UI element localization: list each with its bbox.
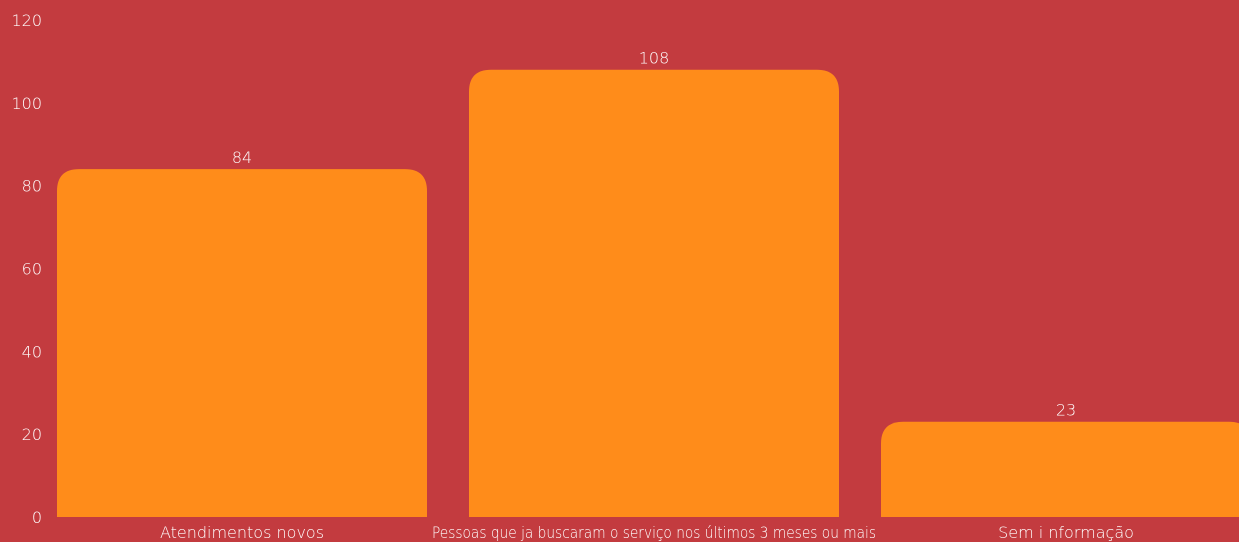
bar (881, 421, 1239, 517)
x-axis: Atendimentos novos Pessoas que ja buscara… (160, 523, 1134, 542)
x-category-label: Sem i nformação (998, 523, 1134, 542)
x-category-label: Atendimentos novos (160, 523, 324, 542)
y-tick-label: 80 (22, 177, 42, 196)
y-tick-label: 20 (22, 425, 42, 444)
y-tick-label: 60 (22, 260, 42, 279)
y-tick-label: 120 (11, 11, 42, 30)
bar-value-label: 23 (1056, 401, 1076, 420)
bar (469, 69, 839, 517)
bar-value-label: 108 (639, 49, 670, 68)
y-tick-label: 100 (11, 94, 42, 113)
y-tick-label: 0 (32, 508, 42, 527)
bars (57, 69, 1239, 517)
y-axis: 0 20 40 60 80 100 120 (11, 11, 42, 527)
x-category-label: Pessoas que ja buscaram o serviço nos úl… (432, 523, 876, 542)
bar-value-label: 84 (232, 148, 252, 167)
data-labels: 84 108 23 (232, 49, 1076, 420)
y-tick-label: 40 (22, 342, 42, 361)
bar (57, 169, 427, 517)
